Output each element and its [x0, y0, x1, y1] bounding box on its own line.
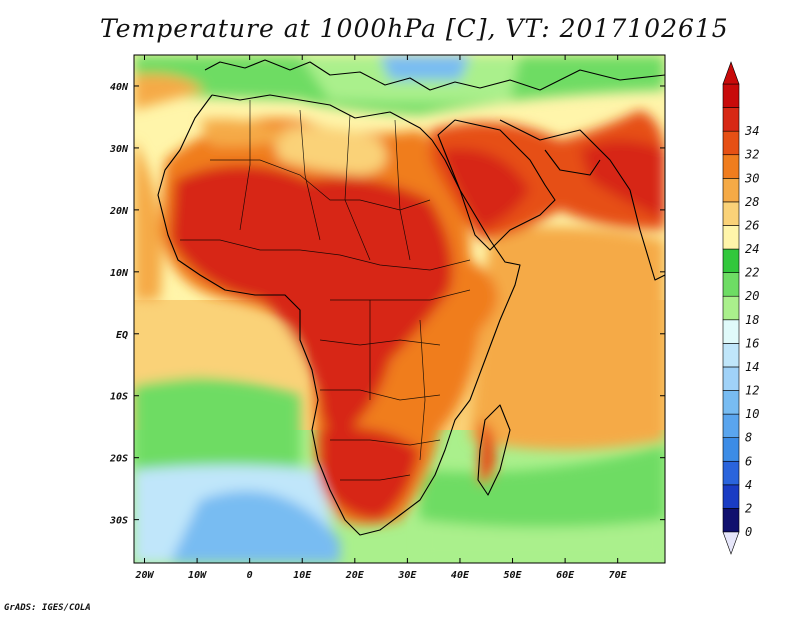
colorbar-label: 32 [744, 148, 759, 162]
colorbar-label: 18 [745, 313, 759, 327]
lon-tick-label: 10W [188, 570, 207, 581]
colorbar-label: 34 [744, 124, 759, 138]
lat-tick-label: 20S [109, 454, 128, 465]
colorbar-swatch [722, 201, 740, 226]
temperature-field [134, 55, 665, 563]
lat-tick-label: 10S [110, 392, 128, 403]
colorbar-swatch [722, 248, 740, 273]
colorbar-swatch [722, 437, 740, 462]
lat-tick-label: 10N [110, 268, 129, 279]
colorbar-swatch [722, 295, 740, 321]
latitude-axis: 40N 30N 20N 10N EQ 10S 20S 30S [109, 82, 665, 527]
colorbar-under-arrow [722, 531, 740, 555]
colorbar-label: 4 [745, 478, 752, 492]
colorbar-swatch [722, 178, 740, 203]
colorbar-swatch [722, 460, 740, 486]
colorbar-swatch [722, 272, 740, 297]
lon-tick-label: 0 [247, 570, 253, 581]
lon-tick-label: 10E [293, 570, 312, 581]
colorbar-swatch [722, 319, 740, 344]
colorbar-swatch [722, 83, 740, 108]
colorbar-swatch [722, 225, 740, 250]
coastline [157, 59, 665, 536]
colorbar-label: 16 [745, 336, 759, 350]
colorbar-swatch [722, 154, 740, 179]
colorbar-swatch [722, 366, 740, 391]
grads-credit: GrADS: IGES/COLA [4, 603, 91, 613]
colorbar-swatch [722, 107, 740, 132]
lat-tick-label: 30S [109, 516, 128, 527]
lat-tick-label: 30N [109, 144, 129, 155]
colorbar-label: 26 [745, 218, 759, 232]
lon-tick-label: 60E [556, 570, 575, 581]
colorbar-label: 10 [745, 407, 759, 421]
colorbar-label: 14 [745, 360, 759, 374]
colorbar-label: 12 [745, 384, 759, 398]
colorbar-label: 28 [745, 195, 759, 209]
map-frame [133, 54, 666, 564]
colorbar-label: 22 [745, 266, 759, 280]
lat-tick-label: 20N [109, 206, 129, 217]
lon-tick-label: 40E [451, 570, 470, 581]
map-title: Temperature at 1000hPa [C], VT: 20171026… [100, 14, 729, 43]
lon-tick-label: 50E [504, 570, 523, 581]
lon-tick-label: 30E [397, 570, 417, 581]
lon-tick-label: 20E [345, 570, 365, 581]
country-borders [180, 100, 471, 481]
colorbar-swatch [722, 130, 740, 156]
colorbar-over-arrow [722, 61, 740, 85]
lat-tick-label: 40N [110, 82, 129, 93]
lon-tick-label: 20W [134, 570, 154, 581]
colorbar-label: 6 [745, 454, 752, 468]
colorbar-swatch [722, 413, 740, 438]
colorbar-swatch [722, 508, 740, 533]
longitude-axis: 20W 10W 0 10E 20E 30E 40E 50E 60E 70E [134, 55, 628, 581]
colorbar-swatch [722, 343, 740, 368]
colorbar-label: 0 [745, 525, 752, 539]
lat-tick-label: EQ [116, 330, 128, 341]
colorbar-label: 20 [745, 289, 759, 303]
colorbar-label: 24 [745, 242, 759, 256]
colorbar-label: 2 [745, 501, 752, 515]
colorbar-label: 30 [744, 171, 759, 185]
colorbar-swatch [722, 484, 740, 509]
colorbar-swatch [722, 390, 740, 415]
colorbar-label: 8 [745, 431, 752, 445]
lon-tick-label: 70E [609, 570, 628, 581]
